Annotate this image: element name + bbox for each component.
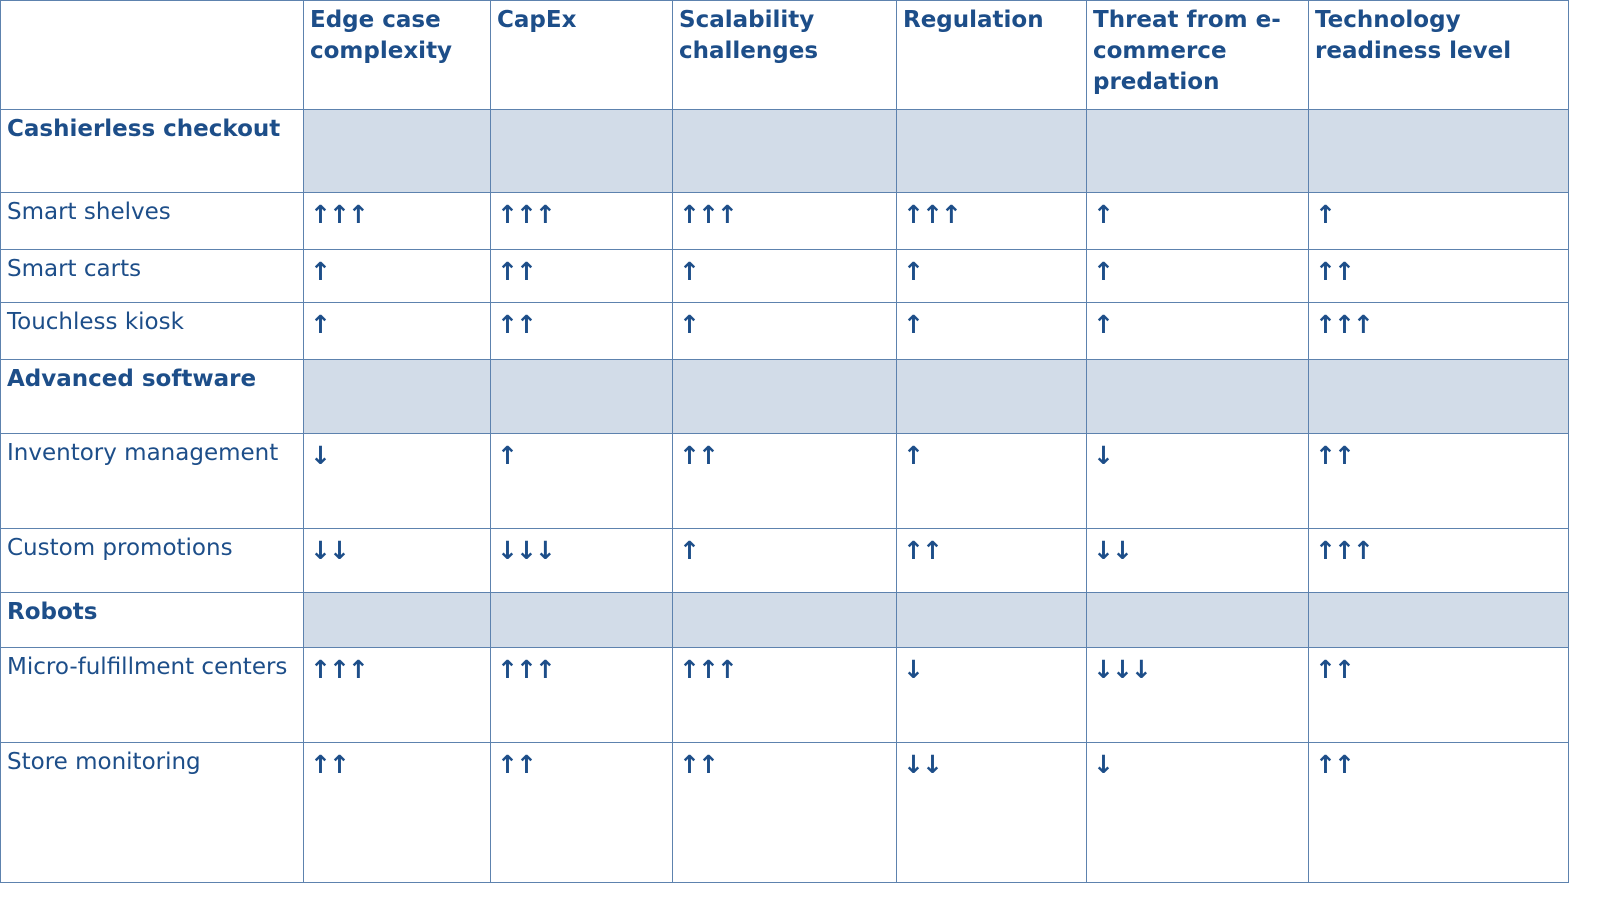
rating-cell: ↑ [896, 249, 1087, 303]
group-cell [1308, 109, 1569, 193]
group-cell [1086, 359, 1309, 434]
row-label: Inventory management [0, 433, 304, 529]
rating-cell: ↓ [1086, 433, 1309, 529]
table-row-touchless-kiosk: Touchless kiosk ↑ ↑↑ ↑ ↑ ↑ ↑↑↑ [0, 302, 1569, 360]
rating-cell: ↓ [1086, 742, 1309, 883]
group-cell [896, 359, 1087, 434]
header-corner [0, 0, 304, 110]
rating-cell: ↓↓ [896, 742, 1087, 883]
rating-cell: ↑ [1086, 302, 1309, 360]
header-regulation: Regulation [896, 0, 1087, 110]
rating-cell: ↑↑↑ [1308, 302, 1569, 360]
rating-cell: ↑ [1086, 249, 1309, 303]
rating-cell: ↑↑ [672, 742, 897, 883]
rating-cell: ↑ [1086, 192, 1309, 250]
rating-cell: ↑↑ [490, 302, 673, 360]
rating-cell: ↑↑↑ [672, 192, 897, 250]
table-row-smart-shelves: Smart shelves ↑↑↑ ↑↑↑ ↑↑↑ ↑↑↑ ↑ ↑ [0, 192, 1569, 250]
rating-cell: ↓↓ [303, 528, 491, 593]
group-cell [490, 109, 673, 193]
row-label: Micro-fulfillment centers [0, 647, 304, 743]
rating-cell: ↑ [303, 249, 491, 303]
comparison-matrix: Edge case complexity CapEx Scalability c… [0, 0, 1569, 883]
group-cell [303, 109, 491, 193]
rating-cell: ↑ [672, 302, 897, 360]
group-cell [303, 359, 491, 434]
row-label: Advanced software [0, 359, 304, 434]
header-scalability-challenges: Scalability challenges [672, 0, 897, 110]
table-row-micro-fulfillment-centers: Micro-fulfillment centers ↑↑↑ ↑↑↑ ↑↑↑ ↓ … [0, 647, 1569, 743]
group-row-advanced-software: Advanced software [0, 359, 1569, 434]
header-capex: CapEx [490, 0, 673, 110]
group-cell [672, 109, 897, 193]
group-cell [1086, 109, 1309, 193]
rating-cell: ↑↑↑ [303, 192, 491, 250]
rating-cell: ↑ [303, 302, 491, 360]
rating-cell: ↑↑↑ [490, 647, 673, 743]
row-label: Touchless kiosk [0, 302, 304, 360]
header-threat-from-ecommerce: Threat from e-commerce predation [1086, 0, 1309, 110]
rating-cell: ↑↑↑ [1308, 528, 1569, 593]
rating-cell: ↑↑↑ [303, 647, 491, 743]
group-cell [490, 359, 673, 434]
rating-cell: ↑ [490, 433, 673, 529]
row-label: Cashierless checkout [0, 109, 304, 193]
rating-cell: ↑↑ [303, 742, 491, 883]
rating-cell: ↑↑ [1308, 249, 1569, 303]
rating-cell: ↓ [896, 647, 1087, 743]
rating-cell: ↑↑ [490, 249, 673, 303]
row-label: Custom promotions [0, 528, 304, 593]
rating-cell: ↑ [672, 249, 897, 303]
group-row-robots: Robots [0, 592, 1569, 648]
table-row-custom-promotions: Custom promotions ↓↓ ↓↓↓ ↑ ↑↑ ↓↓ ↑↑↑ [0, 528, 1569, 593]
table-row-store-monitoring: Store monitoring ↑↑ ↑↑ ↑↑ ↓↓ ↓ ↑↑ [0, 742, 1569, 883]
group-cell [1086, 592, 1309, 648]
group-cell [672, 359, 897, 434]
rating-cell: ↑↑↑ [896, 192, 1087, 250]
rating-cell: ↑↑ [1308, 647, 1569, 743]
header-row: Edge case complexity CapEx Scalability c… [0, 0, 1569, 110]
group-cell [303, 592, 491, 648]
row-label: Robots [0, 592, 304, 648]
rating-cell: ↑ [896, 433, 1087, 529]
header-technology-readiness: Technology readiness level [1308, 0, 1569, 110]
group-cell [672, 592, 897, 648]
row-label: Smart shelves [0, 192, 304, 250]
rating-cell: ↓↓↓ [1086, 647, 1309, 743]
table-row-smart-carts: Smart carts ↑ ↑↑ ↑ ↑ ↑ ↑↑ [0, 249, 1569, 303]
row-label: Store monitoring [0, 742, 304, 883]
group-cell [896, 592, 1087, 648]
table-row-inventory-management: Inventory management ↓ ↑ ↑↑ ↑ ↓ ↑↑ [0, 433, 1569, 529]
rating-cell: ↓↓ [1086, 528, 1309, 593]
rating-cell: ↑↑ [672, 433, 897, 529]
rating-cell: ↑↑ [1308, 742, 1569, 883]
rating-cell: ↑ [896, 302, 1087, 360]
group-cell [896, 109, 1087, 193]
rating-cell: ↑↑ [490, 742, 673, 883]
rating-cell: ↑↑↑ [672, 647, 897, 743]
header-edge-case-complexity: Edge case complexity [303, 0, 491, 110]
rating-cell: ↑↑ [1308, 433, 1569, 529]
row-label: Smart carts [0, 249, 304, 303]
group-row-cashierless-checkout: Cashierless checkout [0, 109, 1569, 193]
rating-cell: ↑ [672, 528, 897, 593]
rating-cell: ↑↑ [896, 528, 1087, 593]
group-cell [1308, 359, 1569, 434]
group-cell [1308, 592, 1569, 648]
rating-cell: ↓↓↓ [490, 528, 673, 593]
rating-cell: ↓ [303, 433, 491, 529]
rating-cell: ↑↑↑ [490, 192, 673, 250]
group-cell [490, 592, 673, 648]
rating-cell: ↑ [1308, 192, 1569, 250]
